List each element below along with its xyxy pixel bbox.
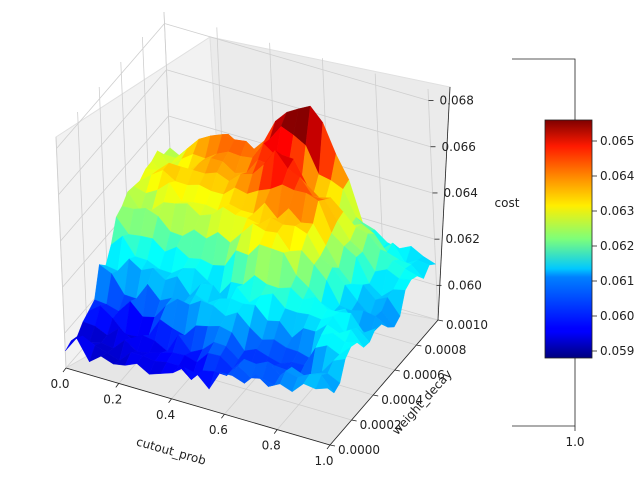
grid-line bbox=[56, 23, 165, 149]
surface-facet bbox=[315, 374, 335, 394]
colorbar-outer-tick-label: 1.0 bbox=[565, 435, 584, 449]
colorbar-tick-label: 0.061 bbox=[600, 274, 634, 288]
x-axis-ticks: 0.0 0.2 0.4 0.6 0.8 1.0 bbox=[50, 367, 334, 468]
y-tick-label: 0.0002 bbox=[360, 418, 402, 432]
colorbar-gradient bbox=[544, 119, 593, 359]
y-tick bbox=[351, 419, 357, 422]
surface bbox=[65, 105, 437, 394]
y-tick bbox=[416, 344, 422, 347]
z-axis-title: cost bbox=[495, 196, 520, 210]
x-axis-line bbox=[65, 367, 331, 446]
x-tick-label: 1.0 bbox=[314, 454, 333, 468]
x-tick bbox=[168, 398, 172, 404]
grid-line bbox=[166, 69, 431, 148]
x-tick-label: 0.4 bbox=[156, 408, 175, 422]
z-axis-line bbox=[437, 86, 451, 321]
x-tick bbox=[273, 429, 278, 434]
colorbar-tick-label: 0.062 bbox=[600, 239, 634, 253]
y-tick-label: 0.0008 bbox=[424, 343, 466, 357]
grid-line bbox=[164, 23, 429, 101]
x-tick-label: 0.8 bbox=[262, 439, 281, 453]
colorbar: 1.0 0.059 0.060 0.061 0.062 0.063 0.064 0.065 bbox=[512, 58, 634, 449]
x-tick bbox=[62, 367, 67, 373]
grid-line bbox=[55, 136, 67, 369]
y-tick bbox=[373, 394, 379, 397]
x-tick bbox=[326, 444, 331, 450]
y-axis-line bbox=[329, 319, 439, 446]
colorbar-tick-label: 0.064 bbox=[600, 169, 634, 183]
y-tick bbox=[394, 369, 400, 372]
x-tick bbox=[221, 413, 225, 419]
y-tick-label: 0.0000 bbox=[338, 443, 380, 457]
x-tick-label: 0.0 bbox=[50, 377, 69, 391]
y-tick-label: 0.0004 bbox=[381, 393, 423, 407]
z-tick-label: 0.066 bbox=[442, 140, 476, 154]
z-axis-ticks: 0.060 0.062 0.064 0.066 0.068 bbox=[428, 94, 482, 292]
y-tick-label: 0.0010 bbox=[446, 318, 488, 332]
y-axis-ticks: 0.0000 0.0002 0.0004 0.0006 0.0008 0.0010 bbox=[329, 318, 488, 457]
z-tick-label: 0.064 bbox=[444, 186, 478, 200]
grid-line bbox=[77, 111, 88, 344]
x-tick-label: 0.2 bbox=[103, 392, 122, 406]
y-tick bbox=[437, 319, 444, 322]
x-tick-label: 0.6 bbox=[209, 423, 228, 437]
x-tick bbox=[115, 383, 120, 388]
colorbar-tick-label: 0.063 bbox=[600, 204, 634, 218]
z-tick-label: 0.062 bbox=[446, 232, 480, 246]
z-tick-label: 0.068 bbox=[440, 94, 474, 108]
x-axis-title: cutout_prob bbox=[135, 435, 208, 468]
grid-line bbox=[427, 88, 439, 321]
grid-line bbox=[58, 69, 167, 196]
colorbar-tick-label: 0.059 bbox=[600, 344, 634, 358]
colorbar-tick-label: 0.065 bbox=[600, 134, 634, 148]
colorbar-tick-label: 0.060 bbox=[600, 309, 634, 323]
colorbar-ticks: 0.059 0.060 0.061 0.062 0.063 0.064 0.065 bbox=[592, 134, 634, 358]
z-tick-label: 0.060 bbox=[448, 278, 482, 292]
y-tick bbox=[329, 444, 336, 447]
grid-line bbox=[60, 115, 169, 242]
y-tick-label: 0.0006 bbox=[403, 368, 445, 382]
